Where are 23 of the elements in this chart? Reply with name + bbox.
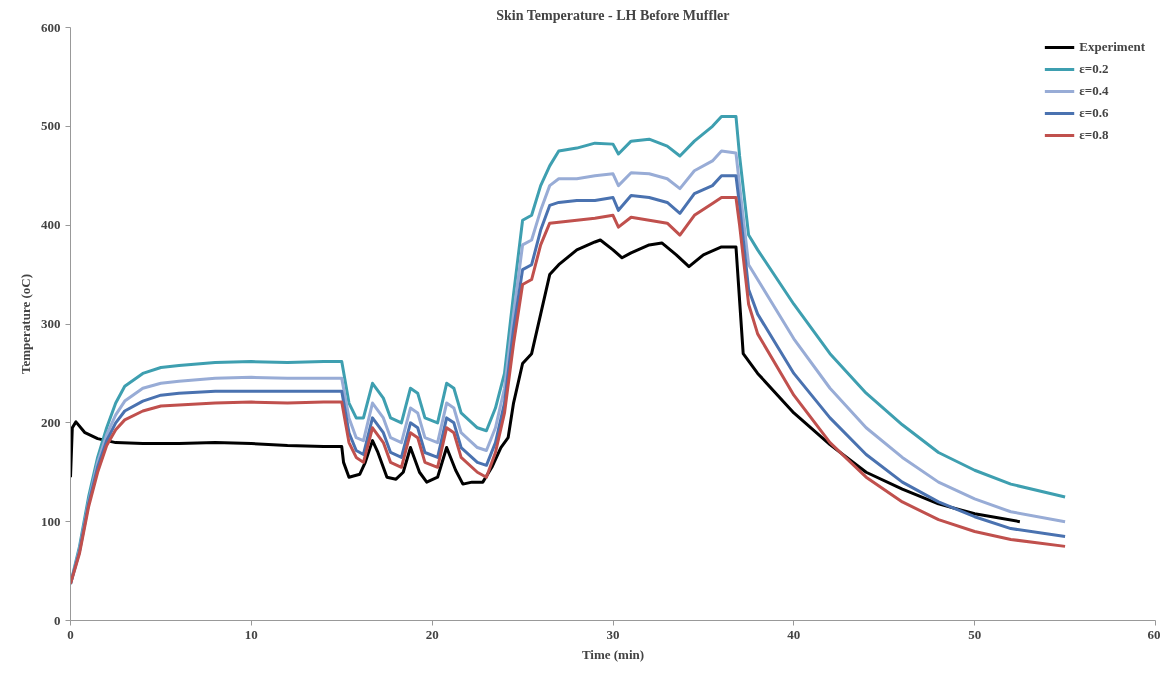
x-tick-label: 20 [425,626,439,642]
chart-title: Skin Temperature - LH Before Muffler [496,7,730,23]
y-tick-label: 100 [41,513,61,529]
y-tick-label: 200 [41,414,61,430]
legend-label: ε=0.4 [1079,83,1109,99]
legend-label: ε=0.6 [1079,105,1109,121]
line-series [70,238,1022,524]
x-tick-label: 10 [244,626,258,642]
y-axis-title: Temperature (oC) [18,273,33,374]
x-tick-label: 0 [67,626,74,642]
x-tick-label: 40 [787,626,801,642]
legend-label: ε=0.8 [1079,127,1109,143]
legend-label: ε=0.2 [1079,61,1109,77]
x-tick-label: 30 [606,626,620,642]
y-tick-label: 400 [41,217,61,233]
legend-label: Experiment [1079,39,1145,55]
y-tick-label: 600 [41,19,61,35]
y-tick-label: 0 [54,612,61,628]
y-tick-label: 500 [41,118,61,134]
y-tick-label: 300 [41,316,61,331]
x-tick-label: 60 [1147,626,1161,642]
x-axis-title: Time (min) [581,646,645,662]
x-tick-label: 50 [968,626,982,642]
